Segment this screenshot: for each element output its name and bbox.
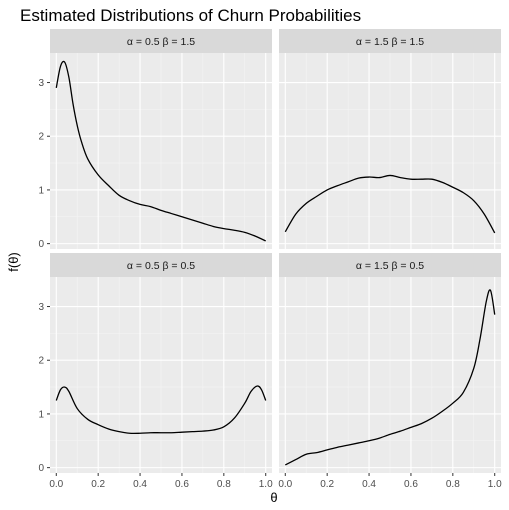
x-tick-label: 0.6 xyxy=(404,479,418,490)
facet-strip-label: α = 1.5 β = 1.5 xyxy=(356,36,424,48)
y-axis-title: f(θ) xyxy=(6,252,21,272)
facet-strip-label: α = 1.5 β = 0.5 xyxy=(356,260,424,272)
y-tick-label: 0 xyxy=(38,463,44,474)
x-tick-label: 0.4 xyxy=(362,479,376,490)
y-tick-label: 2 xyxy=(38,356,44,367)
facet-panel: α = 1.5 β = 0.5 0.0 0.2 0.4 0.6 0.8 1.0 xyxy=(278,253,502,490)
y-tick-label: 3 xyxy=(38,302,44,313)
y-tick-label: 1 xyxy=(38,185,44,196)
facet-strip-label: α = 0.5 β = 0.5 xyxy=(127,260,195,272)
facet-panel: α = 1.5 β = 1.5 xyxy=(279,29,501,249)
x-tick-label: 0.8 xyxy=(446,479,460,490)
x-tick-label: 1.0 xyxy=(488,479,502,490)
x-tick-label: 0.2 xyxy=(91,479,105,490)
x-tick-label: 0.8 xyxy=(217,479,231,490)
x-tick-label: 0.0 xyxy=(278,479,292,490)
y-tick-label: 3 xyxy=(38,78,44,89)
chart-title: Estimated Distributions of Churn Probabi… xyxy=(20,6,361,25)
x-tick-label: 1.0 xyxy=(259,479,273,490)
x-tick-label: 0.6 xyxy=(175,479,189,490)
facet-panel: α = 0.5 β = 1.5 0 1 2 3 xyxy=(38,29,272,250)
facet-panels: α = 0.5 β = 1.5 0 1 2 3 α = 1.5 β = 1.5 α = 0.… xyxy=(38,29,502,490)
y-tick-label: 1 xyxy=(38,409,44,420)
facet-panel: α = 0.5 β = 0.5 0 1 2 3 0.0 0.2 0.4 0.6 0.8 1.0 xyxy=(38,253,273,490)
x-tick-label: 0.2 xyxy=(320,479,334,490)
y-tick-label: 0 xyxy=(38,239,44,250)
y-tick-label: 2 xyxy=(38,132,44,143)
x-tick-label: 0.0 xyxy=(49,479,63,490)
x-tick-label: 0.4 xyxy=(133,479,147,490)
facet-strip-label: α = 0.5 β = 1.5 xyxy=(127,36,195,48)
x-axis-title: θ xyxy=(270,490,277,505)
